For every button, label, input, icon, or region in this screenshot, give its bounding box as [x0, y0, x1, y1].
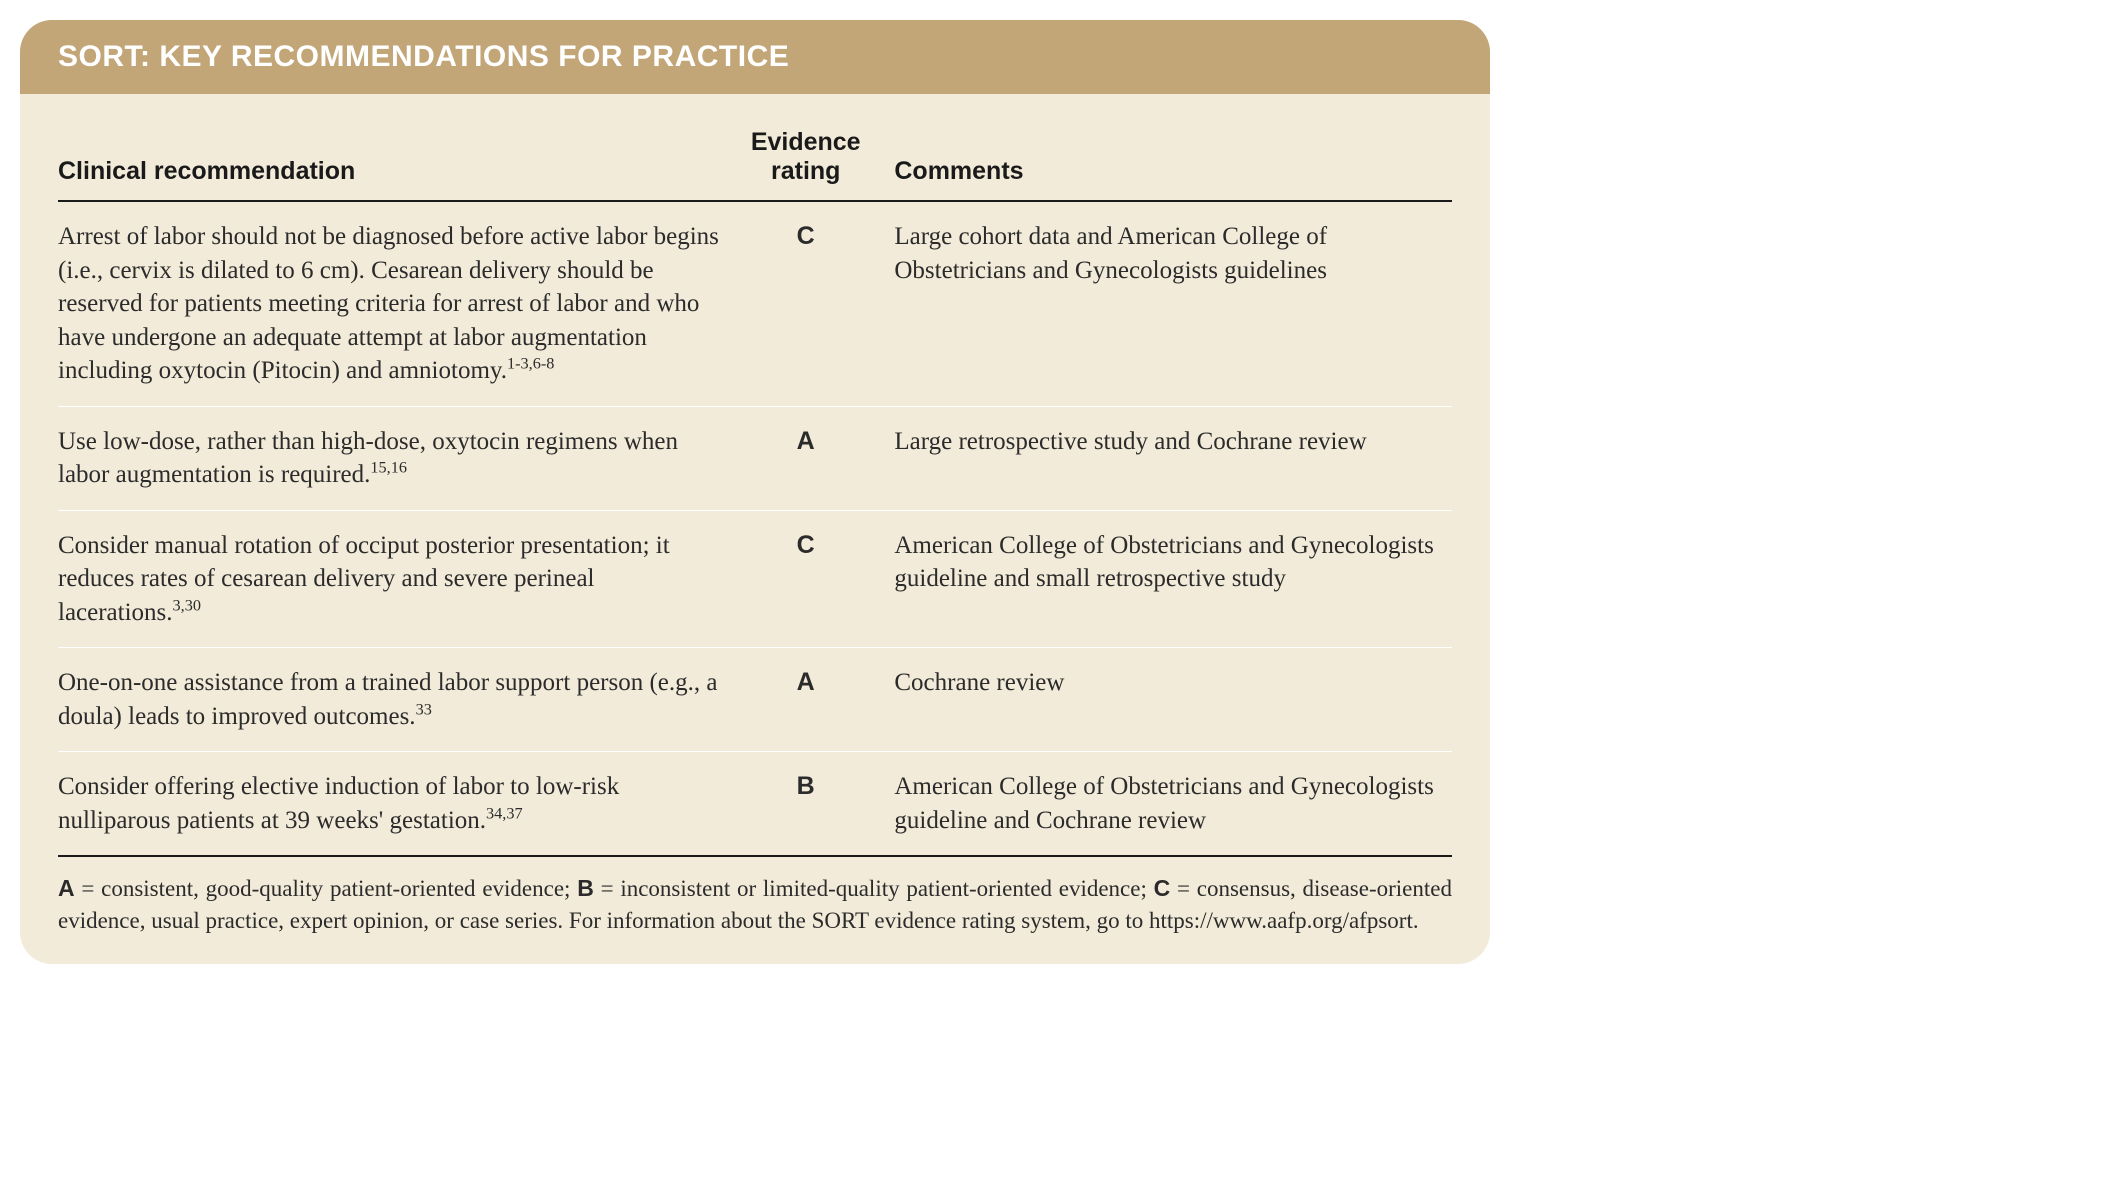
rec-refs: 15,16 [370, 459, 407, 477]
table-row: One-on-one assistance from a trained lab… [58, 648, 1452, 752]
cell-recommendation: Use low-dose, rather than high-dose, oxy… [58, 406, 741, 510]
rec-refs: 34,37 [486, 804, 523, 822]
sort-title: SORT: KEY RECOMMENDATIONS FOR PRACTICE [58, 40, 789, 73]
cell-comments: American College of Obstetricians and Gy… [894, 510, 1452, 648]
rec-text: Consider manual rotation of occiput post… [58, 532, 670, 626]
cell-rating: C [741, 510, 894, 648]
cell-recommendation: One-on-one assistance from a trained lab… [58, 648, 741, 752]
cell-recommendation: Consider manual rotation of occiput post… [58, 510, 741, 648]
table-body: Arrest of labor should not be diagnosed … [58, 201, 1452, 856]
legend-c-label: C [1154, 875, 1171, 901]
cell-comments: Large retrospective study and Cochrane r… [894, 406, 1452, 510]
cell-rating: B [741, 752, 894, 857]
legend-b-label: B [577, 875, 594, 901]
cell-comments: Large cohort data and American College o… [894, 201, 1452, 406]
rec-refs: 1-3,6-8 [507, 355, 554, 373]
rec-text: Consider offering elective induction of … [58, 773, 619, 834]
cell-rating: C [741, 201, 894, 406]
legend-a-label: A [58, 875, 75, 901]
cell-rating: A [741, 648, 894, 752]
rec-text: One-on-one assistance from a trained lab… [58, 669, 718, 730]
cell-rating: A [741, 406, 894, 510]
cell-comments: Cochrane review [894, 648, 1452, 752]
table-row: Use low-dose, rather than high-dose, oxy… [58, 406, 1452, 510]
sort-body: Clinical recommendation Evidence rating … [20, 94, 1490, 964]
rec-refs: 3,30 [173, 596, 201, 614]
table-row: Consider offering elective induction of … [58, 752, 1452, 857]
cell-comments: American College of Obstetricians and Gy… [894, 752, 1452, 857]
table-header-row: Clinical recommendation Evidence rating … [58, 118, 1452, 201]
sort-header: SORT: KEY RECOMMENDATIONS FOR PRACTICE [20, 20, 1490, 94]
sort-recommendations-box: SORT: KEY RECOMMENDATIONS FOR PRACTICE C… [20, 20, 1490, 964]
cell-recommendation: Arrest of labor should not be diagnosed … [58, 201, 741, 406]
cell-recommendation: Consider offering elective induction of … [58, 752, 741, 857]
col-header-recommendation: Clinical recommendation [58, 118, 741, 201]
rec-text: Arrest of labor should not be diagnosed … [58, 223, 719, 384]
evidence-legend: A = consistent, good-quality patient-ori… [58, 857, 1452, 936]
rec-text: Use low-dose, rather than high-dose, oxy… [58, 428, 678, 489]
legend-b-text: = inconsistent or limited-quality patien… [594, 876, 1154, 901]
legend-a-text: = consistent, good-quality patient-orien… [75, 876, 578, 901]
col-header-rating: Evidence rating [741, 118, 894, 201]
table-row: Consider manual rotation of occiput post… [58, 510, 1452, 648]
col-header-comments: Comments [894, 118, 1452, 201]
recommendations-table: Clinical recommendation Evidence rating … [58, 118, 1452, 857]
table-row: Arrest of labor should not be diagnosed … [58, 201, 1452, 406]
rec-refs: 33 [416, 700, 432, 718]
